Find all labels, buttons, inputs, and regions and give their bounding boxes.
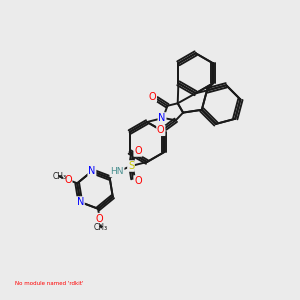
Text: N: N bbox=[88, 166, 96, 176]
Text: O: O bbox=[148, 92, 156, 102]
Text: S: S bbox=[128, 161, 134, 171]
Text: CH₃: CH₃ bbox=[94, 223, 108, 232]
Text: CH₃: CH₃ bbox=[52, 172, 67, 181]
Text: O: O bbox=[134, 146, 142, 156]
Text: O: O bbox=[157, 125, 165, 135]
Text: O: O bbox=[134, 176, 142, 186]
Text: HN: HN bbox=[110, 167, 124, 176]
Text: O: O bbox=[96, 214, 103, 224]
Text: N: N bbox=[76, 197, 84, 207]
Text: N: N bbox=[158, 113, 166, 123]
Text: O: O bbox=[64, 175, 72, 185]
Text: No module named 'rdkit': No module named 'rdkit' bbox=[15, 281, 83, 286]
